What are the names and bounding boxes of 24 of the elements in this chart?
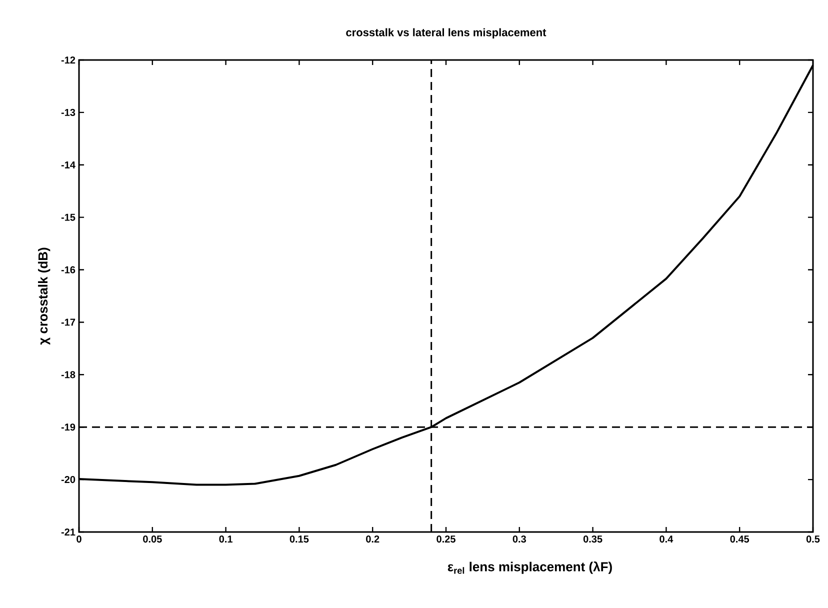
y-tick-label: -17 — [61, 318, 76, 326]
x-tick-label: 0 — [76, 536, 82, 543]
y-tick-label: -13 — [61, 108, 76, 116]
x-tick-label: 0.4 — [660, 536, 674, 543]
chart-title: crosstalk vs lateral lens misplacement — [346, 28, 546, 38]
y-tick-label: -18 — [61, 371, 76, 378]
x-tick-label: 0.5 — [806, 536, 820, 543]
x-tick-label: 0.15 — [290, 536, 309, 543]
x-tick-label: 0.35 — [583, 536, 602, 543]
x-tick-label: 0.05 — [143, 536, 162, 543]
y-tick-label: -20 — [61, 476, 76, 484]
x-axis-title: ε$_{rel}$ lens misplacement (λF) — [448, 561, 612, 574]
x-tick-label: 0.45 — [730, 536, 750, 543]
y-tick-label: -15 — [61, 214, 76, 221]
y-tick-label: -16 — [61, 266, 76, 274]
y-tick-label: -19 — [61, 424, 76, 431]
y-tick-label: -12 — [61, 56, 76, 64]
x-tick-label: 0.25 — [436, 536, 456, 543]
y-tick-label: -14 — [61, 161, 76, 168]
x-tick-label: 0.2 — [366, 536, 380, 543]
y-tick-label: -21 — [61, 528, 76, 536]
y-axis-title: χ crosstalk (dB) — [38, 248, 50, 345]
x-tick-label: 0.3 — [512, 536, 526, 543]
x-tick-label: 0.1 — [219, 536, 232, 543]
